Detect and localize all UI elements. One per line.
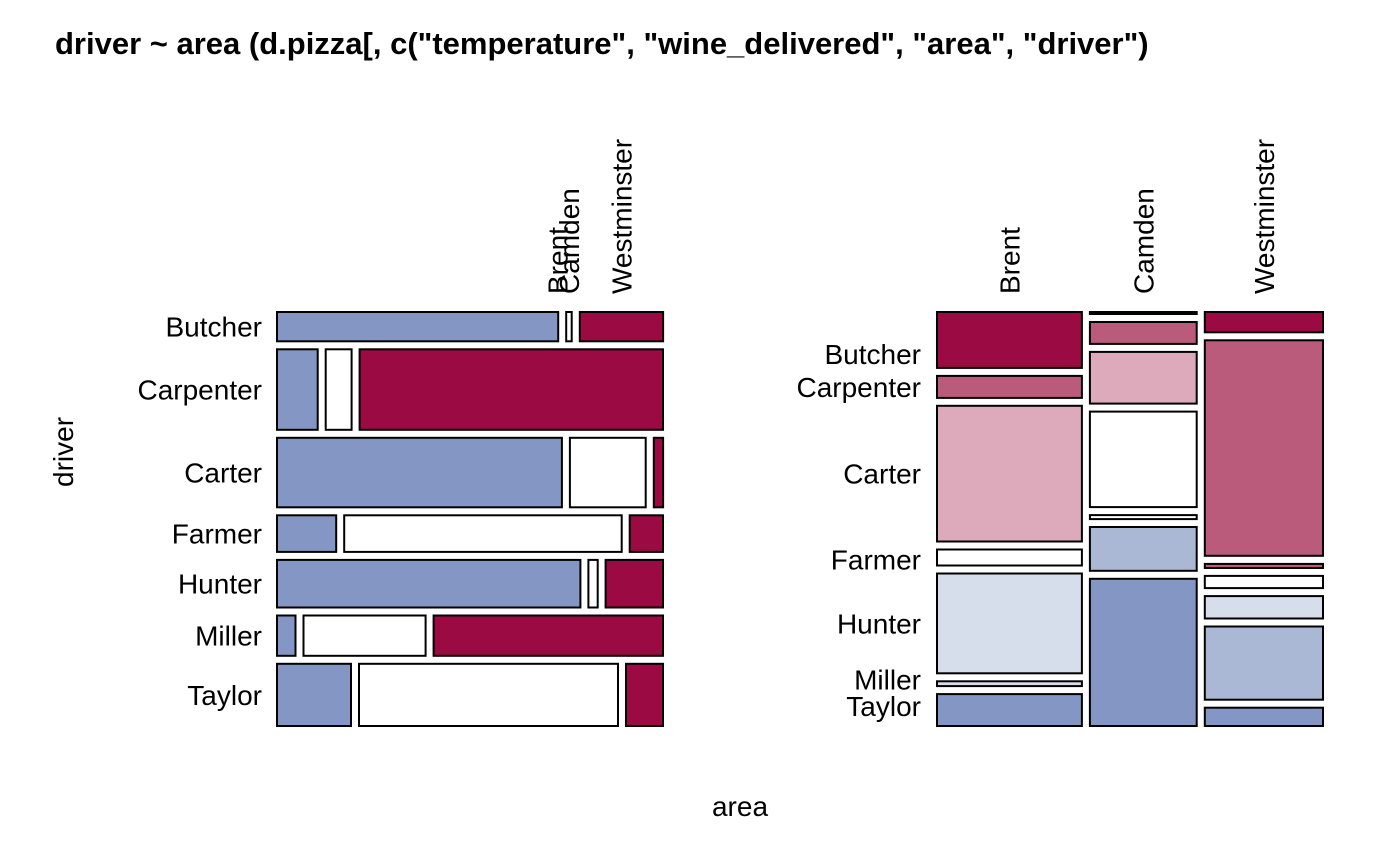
row-label-right-farmer: Farmer [831, 545, 921, 576]
tile-miller-westminster [432, 614, 664, 657]
tile-hunter-brent [936, 572, 1083, 675]
row-label-farmer: Farmer [172, 519, 262, 550]
tile-taylor-westminster [625, 662, 664, 727]
tile-taylor-brent [276, 662, 352, 727]
column-label-brent: Brent [543, 227, 574, 294]
tile-carter-westminster [1203, 562, 1325, 570]
column-label-camden: Camden [554, 188, 585, 294]
tile-butcher-brent [276, 311, 560, 343]
tile-butcher-brent [936, 311, 1083, 369]
tile-farmer-westminster [1203, 574, 1325, 590]
tile-carter-camden [1088, 350, 1198, 405]
tile-carter-camden [568, 436, 647, 509]
column-label-right-brent: Brent [995, 227, 1026, 294]
tile-miller-brent [276, 614, 297, 657]
tile-carpenter-brent [276, 348, 319, 431]
column-label-right-westminster: Westminster [1249, 139, 1280, 294]
tile-miller-camden [1088, 526, 1198, 572]
tile-butcher-camden [565, 311, 573, 343]
x-axis-label: area [712, 791, 768, 822]
tile-hunter-westminster [604, 558, 664, 609]
tile-hunter-brent [276, 558, 582, 609]
tile-hunter-westminster [1203, 595, 1325, 620]
tile-carpenter-brent [936, 374, 1083, 399]
row-label-right-taylor: Taylor [846, 691, 921, 722]
row-label-right-butcher: Butcher [825, 339, 922, 370]
tile-carpenter-camden [324, 348, 353, 431]
row-label-right-carpenter: Carpenter [796, 372, 921, 403]
tile-carpenter-westminster [358, 348, 664, 431]
column-label-right-camden: Camden [1128, 188, 1159, 294]
y-axis-label: driver [48, 417, 79, 487]
tile-butcher-westminster [578, 311, 665, 343]
tile-butcher-westminster [1203, 311, 1325, 334]
tile-taylor-camden [1088, 577, 1198, 727]
tile-hunter-camden [587, 558, 599, 609]
row-label-miller: Miller [195, 621, 262, 652]
tile-farmer-brent [936, 548, 1083, 567]
tile-taylor-camden [358, 662, 619, 727]
tile-miller-brent [936, 680, 1083, 688]
row-label-hunter: Hunter [178, 569, 262, 600]
tile-farmer-westminster [628, 514, 665, 553]
tile-farmer-brent [276, 514, 338, 553]
row-label-carpenter: Carpenter [137, 375, 262, 406]
row-label-right-carter: Carter [843, 459, 921, 490]
tile-taylor-brent [936, 693, 1083, 727]
tile-carter-brent [936, 404, 1083, 543]
row-label-butcher: Butcher [166, 312, 263, 343]
tile-farmer-camden [343, 514, 623, 553]
column-label-westminster: Westminster [606, 139, 637, 294]
row-label-right-miller: Miller [854, 665, 921, 696]
tile-hunter-camden [1088, 514, 1198, 521]
tile-farmer-camden [1088, 410, 1198, 509]
chart-title: driver ~ area (d.pizza[, c("temperature"… [55, 26, 1149, 61]
row-label-carter: Carter [184, 458, 262, 489]
tile-taylor-westminster [1203, 706, 1325, 728]
row-label-taylor: Taylor [187, 680, 262, 711]
tile-butcher-camden [1088, 311, 1198, 315]
row-label-right-hunter: Hunter [837, 608, 921, 639]
tile-miller-camden [302, 614, 427, 657]
tile-miller-westminster [1203, 625, 1325, 701]
tile-carter-brent [276, 436, 563, 509]
tile-carpenter-camden [1088, 321, 1198, 345]
tile-carpenter-westminster [1203, 339, 1325, 557]
tile-carter-westminster [652, 436, 665, 509]
mosaic-panel-left: Butcher Carpenter Carter Farmer Hunter Miller… [137, 139, 665, 727]
